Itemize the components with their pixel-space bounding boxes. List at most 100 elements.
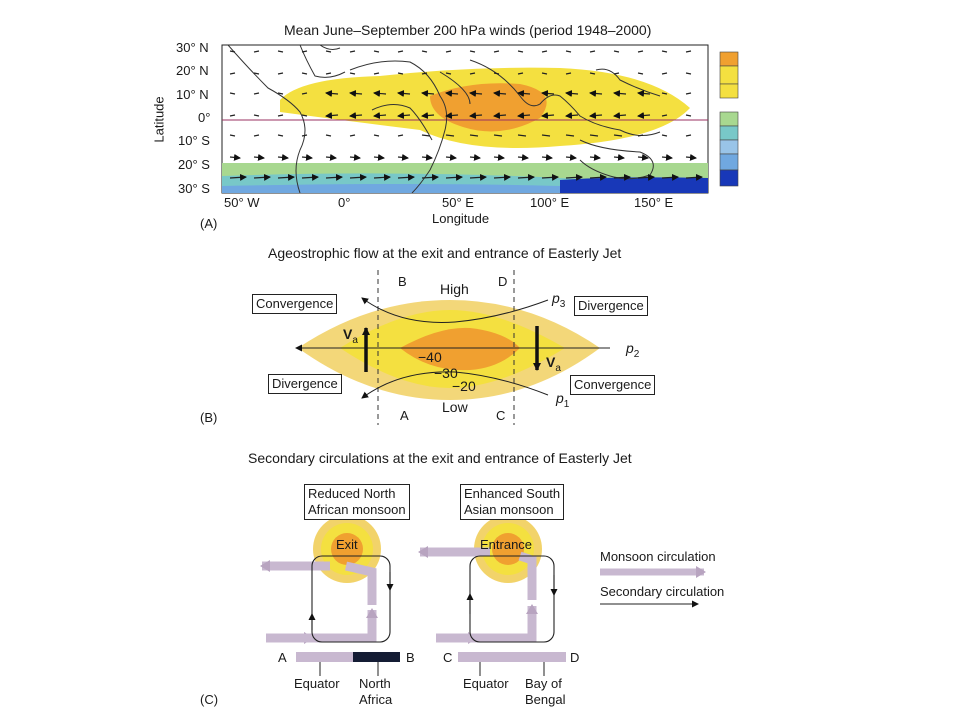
wind-vector	[229, 134, 236, 137]
wind-vector	[517, 112, 531, 119]
wind-vector	[493, 134, 503, 137]
end-b-label: B	[406, 650, 415, 665]
wind-vector	[637, 90, 651, 97]
wind-vector	[349, 153, 361, 161]
wind-vector	[541, 72, 548, 75]
wind-vector	[661, 153, 673, 161]
isobar-p3-label: p3	[552, 290, 566, 310]
lat-label-30s: 30° S	[178, 181, 210, 196]
panel-a-label: (A)	[200, 216, 218, 231]
wind-vector	[373, 72, 380, 75]
wind-vector	[373, 112, 387, 119]
wind-vector	[493, 112, 507, 119]
lat-label-20s: 20° S	[178, 157, 210, 172]
westerly-band-4	[560, 177, 708, 193]
wind-vector	[325, 173, 343, 181]
colorbar-easterly-weak-2	[719, 83, 739, 99]
colorbar-westerly-3	[719, 139, 739, 155]
wind-vector	[253, 72, 260, 75]
lon-label-50e: 50° E	[442, 195, 474, 210]
equator-right-label: Equator	[463, 676, 509, 691]
bay-of-bengal-bar	[458, 652, 566, 662]
wind-vector	[253, 50, 260, 53]
enhanced-monsoon-line2: Asian monsoon	[464, 502, 554, 517]
wind-vector	[541, 90, 555, 97]
reduced-monsoon-box: Reduced North African monsoon	[304, 484, 410, 520]
low-label: Low	[442, 399, 468, 415]
isobar-p1-label: p1	[556, 390, 570, 410]
wind-vector	[229, 153, 241, 161]
contour-40-label: −40	[418, 349, 442, 365]
wind-vector	[565, 112, 579, 119]
wind-vector	[541, 134, 551, 137]
wind-vector	[421, 90, 435, 97]
wind-vector	[277, 92, 284, 95]
x-axis-label: Longitude	[432, 211, 490, 226]
wind-vector	[373, 134, 380, 137]
wind-vector	[229, 50, 236, 53]
wind-vector	[565, 173, 583, 181]
wind-vector	[397, 173, 415, 181]
wind-vector	[421, 50, 428, 53]
wind-vector	[565, 134, 575, 137]
wind-vector	[349, 173, 367, 181]
wind-vector	[493, 50, 500, 53]
colorbar-westerly-3b	[719, 153, 739, 171]
colorbar-easterly-weak	[719, 65, 739, 85]
wind-vector	[565, 50, 572, 53]
wind-vector	[685, 72, 692, 75]
reduced-monsoon-line2: African monsoon	[308, 502, 406, 517]
wind-vector	[661, 173, 679, 181]
wind-vector	[349, 134, 356, 137]
wind-vector	[517, 173, 535, 181]
wind-vector	[541, 153, 553, 161]
wind-vector	[469, 134, 479, 137]
wind-vector	[541, 112, 555, 119]
wind-vector	[661, 50, 668, 53]
wind-vector	[685, 134, 692, 137]
wind-vector	[541, 173, 559, 181]
wind-vector	[613, 90, 627, 97]
coastlines	[227, 45, 661, 193]
wind-vector	[637, 173, 655, 181]
panel-c-graphics	[260, 515, 706, 676]
wind-vector	[397, 153, 409, 161]
lat-label-10s: 10° S	[178, 133, 210, 148]
lon-label-50w: 50° W	[224, 195, 260, 210]
wind-vector	[325, 153, 337, 161]
panel-b-title: Ageostrophic flow at the exit and entran…	[268, 245, 622, 261]
legend-secondary-label: Secondary circulation	[600, 584, 725, 599]
equator-left-label: Equator	[294, 676, 340, 691]
wind-vector	[373, 50, 380, 53]
wind-vector	[661, 72, 668, 75]
wind-vector	[661, 92, 668, 95]
lat-label-20n: 20° N	[176, 63, 209, 78]
divergence-top-box: Divergence	[574, 296, 648, 316]
wind-vector	[541, 50, 548, 53]
wind-vector	[517, 90, 531, 97]
wind-vector	[445, 134, 455, 137]
wind-vector	[277, 114, 284, 117]
wind-vector	[445, 90, 459, 97]
va-right-label: Va	[546, 354, 561, 374]
wind-vector	[325, 112, 339, 119]
wind-vector	[565, 153, 577, 161]
bay-of-bengal-line1: Bay of	[525, 676, 562, 691]
enhanced-monsoon-box: Enhanced South Asian monsoon	[460, 484, 565, 520]
wind-vector	[517, 153, 529, 161]
wind-vector	[661, 134, 668, 137]
wind-vector	[253, 134, 260, 137]
enhanced-monsoon-line1: Enhanced South	[464, 486, 561, 501]
wind-vector	[421, 134, 431, 137]
wind-vector	[277, 50, 284, 53]
wind-vector	[445, 173, 463, 181]
wind-vector	[589, 90, 603, 97]
wind-vector	[421, 72, 428, 75]
wind-vector	[517, 50, 524, 53]
lon-label-150e: 150° E	[634, 195, 674, 210]
wind-vector	[685, 173, 703, 181]
wind-vector	[301, 50, 308, 53]
contour-20-label: −20	[452, 378, 476, 394]
section-c-label: C	[496, 408, 506, 423]
bay-of-bengal-line2: Bengal	[525, 692, 566, 707]
